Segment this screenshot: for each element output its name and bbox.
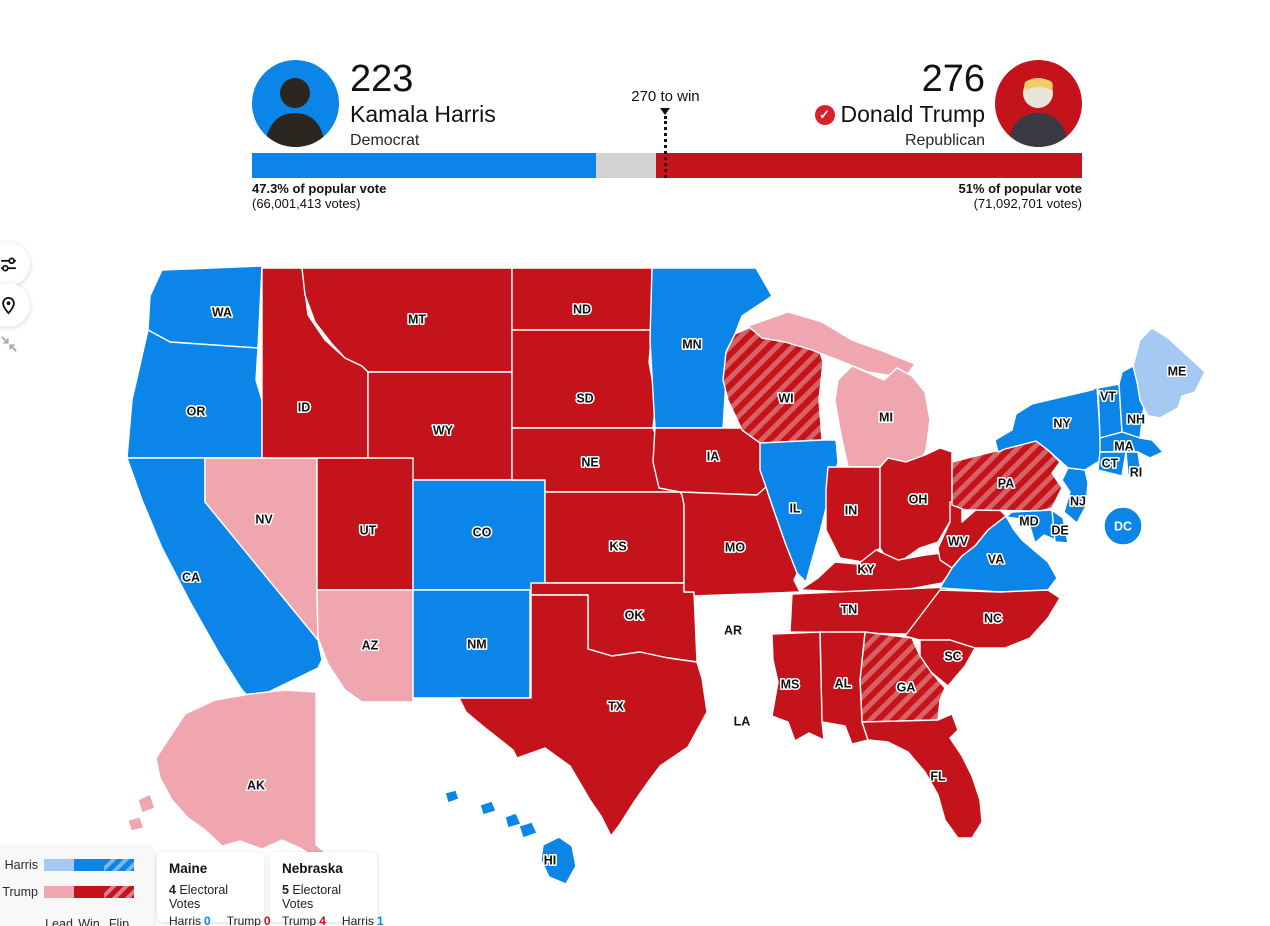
trump-bar-segment: [656, 153, 1082, 178]
card-electoral-votes: 5 Electoral Votes: [282, 883, 342, 911]
trump-popular-vote: 51% of popular vote (71,092,701 votes): [958, 181, 1082, 211]
state-va[interactable]: [939, 515, 1058, 593]
state-mi[interactable]: [834, 365, 931, 468]
to-win-triangle-icon: [660, 108, 671, 115]
state-or[interactable]: [126, 329, 263, 459]
harris-bar-segment: [252, 153, 597, 178]
electoral-bar-zone: 270 to win: [252, 0, 1082, 178]
legend-trump-label: Trump: [2, 885, 38, 899]
state-ct[interactable]: [1097, 451, 1127, 477]
card-electoral-votes: 4 Electoral Votes: [169, 883, 229, 911]
legend-row-trump: Trump: [0, 885, 134, 899]
state-vt[interactable]: [1097, 383, 1123, 439]
to-win-marker: 270 to win: [605, 88, 725, 115]
harris-party: Democrat: [350, 132, 420, 149]
nebraska-split-vote-card: Nebraska 5 Electoral Votes Trump 4 Harris…: [270, 852, 384, 926]
state-az[interactable]: [316, 589, 414, 703]
harris-summary: 223 Kamala Harris Democrat: [350, 58, 496, 152]
state-ks[interactable]: [544, 491, 685, 584]
state-ak[interactable]: [155, 689, 331, 860]
trump-avatar: [995, 60, 1082, 147]
state-nj[interactable]: [1061, 467, 1089, 524]
card-results: Harris 0 Trump 0: [169, 914, 271, 926]
collapse-button[interactable]: [0, 330, 24, 360]
state-label-ar: AR: [724, 623, 742, 637]
state-nd[interactable]: [511, 267, 658, 331]
electoral-vote-bar: [252, 153, 1082, 178]
legend-segment-labels: Lead Win Flip: [45, 917, 130, 926]
state-hi[interactable]: [479, 800, 497, 816]
state-ky[interactable]: [799, 549, 956, 593]
legend-harris-label: Harris: [4, 858, 38, 872]
state-me[interactable]: [1132, 327, 1206, 419]
winner-check-icon: ✓: [814, 104, 835, 125]
state-ms[interactable]: [771, 631, 825, 742]
state-ak[interactable]: [137, 793, 156, 814]
state-ak[interactable]: [127, 816, 145, 832]
state-de[interactable]: [1051, 509, 1069, 544]
legend-row-harris: Harris: [0, 858, 134, 872]
state-hi[interactable]: [444, 789, 460, 804]
state-tx[interactable]: [458, 594, 708, 837]
to-win-label: 270 to win: [631, 88, 700, 105]
card-title: Nebraska: [282, 861, 343, 876]
filter-sliders-icon: [0, 256, 16, 272]
state-wa[interactable]: [147, 265, 263, 349]
state-co[interactable]: [412, 479, 546, 591]
state-il[interactable]: [759, 439, 839, 583]
state-sd[interactable]: [511, 329, 657, 429]
state-al[interactable]: [819, 631, 869, 745]
state-ut[interactable]: [316, 457, 414, 591]
to-win-dotted-line: [664, 116, 668, 178]
card-results: Trump 4 Harris 1: [282, 914, 384, 926]
harris-popular-vote: 47.3% of popular vote (66,001,413 votes): [252, 181, 387, 211]
state-nm[interactable]: [412, 589, 531, 699]
collapse-arrows-icon: [1, 335, 17, 352]
state-pa[interactable]: [951, 440, 1063, 512]
state-hi[interactable]: [518, 821, 538, 839]
undecided-bar-segment: [596, 153, 657, 178]
location-pin-icon: [1, 296, 15, 314]
state-label-la: LA: [734, 714, 751, 728]
maine-split-vote-card: Maine 4 Electoral Votes Harris 0 Trump 0: [157, 852, 271, 926]
legend-harris-swatches: [44, 859, 134, 871]
state-fl[interactable]: [861, 713, 983, 839]
trump-summary: 276 ✓ Donald Trump Republican: [814, 58, 985, 152]
map-legend: Harris Trump Lead Win Flip: [0, 845, 154, 926]
trump-party: Republican: [904, 132, 985, 149]
state-hi[interactable]: [540, 836, 577, 885]
state-hi[interactable]: [504, 812, 522, 829]
state-dc[interactable]: [1103, 506, 1143, 546]
card-title: Maine: [169, 861, 208, 876]
trump-name: Donald Trump: [840, 101, 985, 127]
trump-electoral-votes: 276: [921, 58, 985, 100]
legend-trump-swatches: [44, 886, 134, 898]
state-in[interactable]: [825, 466, 881, 563]
harris-name: Kamala Harris: [350, 101, 496, 127]
state-ri[interactable]: [1125, 451, 1142, 476]
harris-avatar: [252, 60, 339, 147]
harris-electoral-votes: 223: [350, 58, 414, 100]
